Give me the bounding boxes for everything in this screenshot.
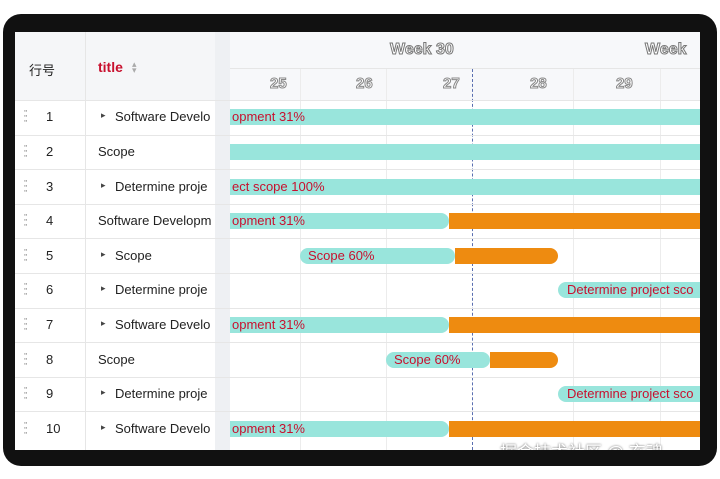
table-header [15,32,215,100]
row-title: Software Develo [115,316,211,332]
bar-label: opment 31% [232,316,305,332]
row-divider [15,203,700,205]
row-id: 1 [46,109,54,125]
gantt-bar[interactable] [230,178,700,195]
row-divider [15,169,700,171]
row-id: 10 [46,420,61,436]
row-id: 2 [46,143,54,159]
day-label: 25 [270,75,288,93]
timeline: opment 31% ect scope 100% opment 31% Scope … [230,32,700,450]
gantt-bar[interactable] [300,247,455,264]
gantt-bar[interactable] [455,247,558,264]
bar-label: Determine project sco [567,386,694,402]
row-title: Determine proje [115,178,208,194]
gantt-bar[interactable] [490,351,558,368]
row-title: Scope [98,351,135,367]
drag-handle[interactable]: ·· ·· ·· [23,174,29,197]
row-title: Determine proje [115,282,208,298]
drag-handle[interactable]: ·· ·· ·· [23,416,29,439]
day-label: 26 [356,75,374,93]
gantt-bar[interactable] [230,420,449,437]
gantt-bar[interactable] [386,351,490,368]
row-id: 6 [46,282,54,298]
drag-handle[interactable]: ·· ·· ·· [23,347,29,370]
column-header[interactable]: title [98,59,123,75]
gantt-bar[interactable] [230,109,700,126]
header-divider [230,68,700,69]
day-label: 29 [616,75,634,93]
bar-label: Scope 60% [308,247,375,263]
column-header: 行号 [29,63,56,78]
row-title: Software Develo [115,420,211,436]
row-divider [15,238,700,240]
day-label: 28 [530,75,548,93]
sort-icon[interactable]: ▴ ▾ [132,59,137,75]
bar-label: ect scope 100% [232,178,325,194]
row-title: Determine proje [115,386,208,402]
gantt-bar[interactable] [230,316,449,333]
gantt-bar[interactable] [449,420,700,437]
gantt-bar[interactable] [449,316,700,333]
timeline-header [230,32,700,100]
drag-handle[interactable]: ·· ·· ·· [23,382,29,405]
row-id: 5 [46,247,54,263]
row-title: Scope [98,143,135,159]
bar-label: opment 31% [232,420,305,436]
row-id: 3 [46,178,54,194]
drag-handle[interactable]: ·· ·· ·· [23,312,29,335]
expand-arrow[interactable]: ▸ [101,248,106,259]
row-id: 8 [46,351,54,367]
drag-handle[interactable]: ·· ·· ·· [23,209,29,232]
row-divider [15,411,700,413]
column-divider [85,32,86,450]
gantt-bar[interactable] [230,213,449,230]
week-label: Week [645,41,688,59]
expand-arrow[interactable]: ▸ [101,283,106,294]
row-title: Software Developm [98,213,212,229]
row-divider [15,134,700,136]
bar-label: Determine project sco [567,282,694,298]
drag-handle[interactable]: ·· ·· ·· [23,278,29,301]
row-id: 7 [46,316,54,332]
row-divider [15,307,700,309]
row-divider [15,376,700,378]
drag-handle[interactable]: ·· ·· ·· [23,243,29,266]
expand-arrow[interactable]: ▸ [101,387,106,398]
gantt-bar[interactable] [230,143,700,160]
row-title: Scope [115,247,152,263]
gantt-bar[interactable] [558,282,700,299]
row-divider [15,100,700,101]
gantt-bar[interactable] [449,213,700,230]
day-label: 27 [443,75,461,93]
week-label: Week 30 [390,41,455,59]
expand-arrow[interactable]: ▸ [101,110,106,121]
table-body: ·· ·· ·· 1 ▸ Software Develo ·· ·· ·· 2 Scope ·· ·· ·… [15,32,215,450]
row-id: 4 [46,213,54,229]
drag-handle[interactable]: ·· ·· ·· [23,139,29,162]
expand-arrow[interactable]: ▸ [101,421,106,432]
expand-arrow[interactable]: ▸ [101,179,106,190]
row-divider [15,273,700,274]
bar-label: opment 31% [232,109,305,125]
grid-line [660,69,661,450]
gantt-view: 行号 title ▴ ▾ Week 30 Week opment 31% ect s… [15,32,700,450]
bar-label: Scope 60% [394,351,461,367]
row-id: 9 [46,386,54,402]
watermark: 掘金技术社区 @ 玄魂 [500,438,663,450]
bar-label: opment 31% [232,213,305,229]
expand-arrow[interactable]: ▸ [101,317,106,328]
row-divider [15,342,700,344]
gantt-bar[interactable] [558,386,700,403]
drag-handle[interactable]: ·· ·· ·· [23,105,29,128]
row-title: Software Develo [115,109,211,125]
splitter[interactable] [215,32,230,450]
grid-line [573,69,574,450]
